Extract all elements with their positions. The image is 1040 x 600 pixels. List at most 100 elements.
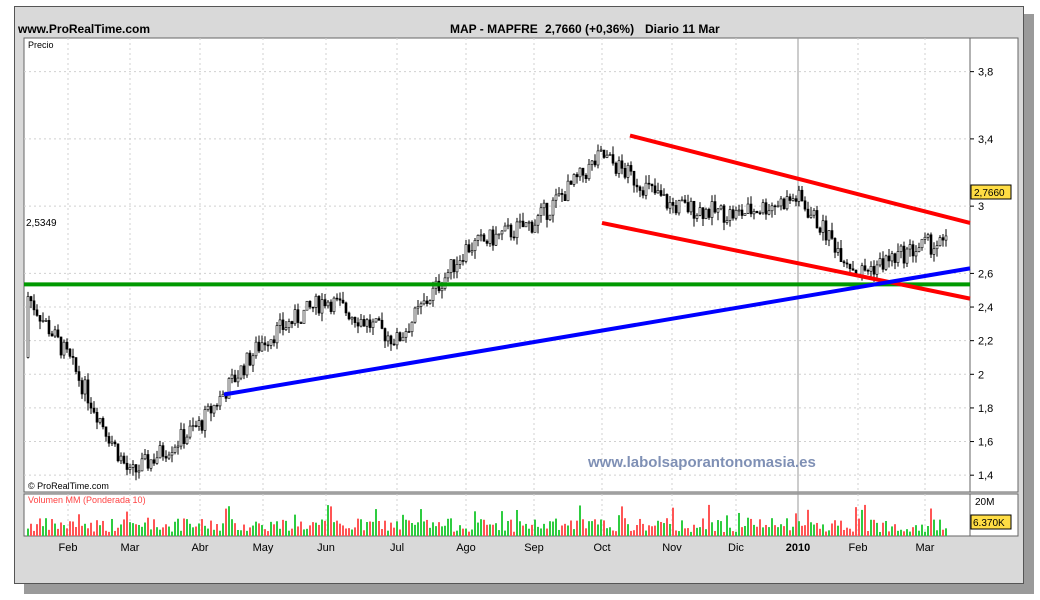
- volume-bar: [828, 530, 830, 536]
- volume-bar: [66, 528, 68, 536]
- candle-body: [746, 203, 750, 214]
- volume-bar: [738, 512, 740, 536]
- website-watermark: www.labolsaporantonomasia.es: [587, 454, 816, 471]
- volume-bar: [765, 524, 767, 536]
- volume-bar: [489, 524, 491, 536]
- volume-bar: [780, 524, 782, 536]
- candle-body: [566, 180, 570, 201]
- candle-body: [74, 357, 78, 372]
- volume-bar: [321, 519, 323, 536]
- volume-bar: [585, 528, 587, 536]
- volume-bar: [885, 520, 887, 536]
- candle-body: [545, 202, 549, 220]
- volume-bar: [438, 522, 440, 536]
- candle-body: [341, 299, 345, 304]
- candle-body: [182, 429, 186, 444]
- volume-bar: [378, 520, 380, 536]
- x-tick-label: Jul: [390, 542, 404, 554]
- volume-bar: [918, 530, 920, 536]
- price-panel-label: Precio: [28, 40, 54, 50]
- candle-body: [212, 404, 216, 414]
- volume-bar: [651, 526, 653, 536]
- candle-body: [143, 454, 147, 460]
- volume-bar: [798, 521, 800, 536]
- candle-body: [788, 196, 792, 201]
- volume-bar: [639, 518, 641, 536]
- candle-body: [848, 263, 852, 270]
- candle-body: [308, 300, 312, 308]
- candle-body: [644, 182, 648, 196]
- volume-bar: [201, 519, 203, 536]
- volume-bar: [447, 518, 449, 536]
- candle-body: [59, 336, 63, 356]
- volume-bar: [72, 521, 74, 536]
- volume-bar: [816, 522, 818, 536]
- volume-bar: [531, 524, 533, 536]
- candle-body: [335, 297, 339, 300]
- volume-bar: [417, 522, 419, 536]
- candle-body: [332, 297, 336, 312]
- candle-body: [215, 404, 219, 407]
- candle-body: [62, 341, 66, 356]
- candle-body: [851, 268, 855, 271]
- volume-bar: [459, 525, 461, 536]
- volume-bar: [837, 525, 839, 536]
- y-tick-label: 2: [978, 369, 984, 381]
- volume-bar: [636, 525, 638, 536]
- candle-body: [659, 190, 663, 196]
- volume-bar: [144, 522, 146, 536]
- volume-bar: [189, 523, 191, 536]
- candle-body: [137, 470, 141, 473]
- volume-bar: [594, 519, 596, 536]
- candle-body: [326, 301, 330, 307]
- candle-body: [794, 198, 798, 202]
- candle-body: [665, 194, 669, 209]
- volume-bar: [63, 525, 65, 536]
- candle-body: [344, 302, 348, 314]
- volume-bar: [300, 521, 302, 536]
- volume-bar: [195, 526, 197, 536]
- volume-bar: [711, 522, 713, 536]
- candle-body: [461, 260, 465, 262]
- volume-bar: [33, 530, 35, 536]
- candle-body: [119, 455, 123, 462]
- candle-body: [743, 212, 747, 216]
- candle-body: [701, 207, 705, 219]
- volume-bar: [393, 527, 395, 536]
- volume-bar: [273, 524, 275, 536]
- volume-bar: [282, 519, 284, 536]
- volume-bar: [120, 524, 122, 536]
- candle-body: [713, 201, 717, 213]
- volume-bar: [825, 531, 827, 536]
- volume-bar: [384, 520, 386, 536]
- candle-body: [317, 295, 321, 314]
- candle-body: [185, 436, 189, 444]
- volume-bar: [192, 527, 194, 536]
- candle-body: [422, 300, 426, 305]
- volume-bar: [48, 529, 50, 536]
- volume-bar: [309, 525, 311, 536]
- volume-bar: [633, 530, 635, 536]
- last-price-change: 2,7660 (+0,36%): [545, 22, 635, 36]
- volume-bar: [387, 530, 389, 536]
- candle-body: [71, 356, 75, 358]
- volume-bar: [345, 528, 347, 536]
- candle-body: [803, 200, 807, 210]
- volume-bar: [135, 524, 137, 536]
- candle-body: [203, 409, 207, 431]
- volume-bar: [807, 509, 809, 536]
- x-tick-label: Dic: [728, 542, 744, 554]
- volume-bar: [603, 520, 605, 536]
- y-tick-label: 3,4: [978, 134, 993, 146]
- candle-body: [395, 332, 399, 346]
- volume-bar: [582, 519, 584, 536]
- candle-body: [740, 209, 744, 216]
- support-level-tag: 2,5349: [26, 218, 57, 229]
- volume-bar: [879, 531, 881, 536]
- candle-body: [815, 210, 819, 229]
- volume-bar: [663, 523, 665, 536]
- volume-bar: [315, 522, 317, 536]
- candle-body: [824, 220, 828, 241]
- candle-body: [407, 331, 411, 333]
- candle-body: [896, 251, 900, 263]
